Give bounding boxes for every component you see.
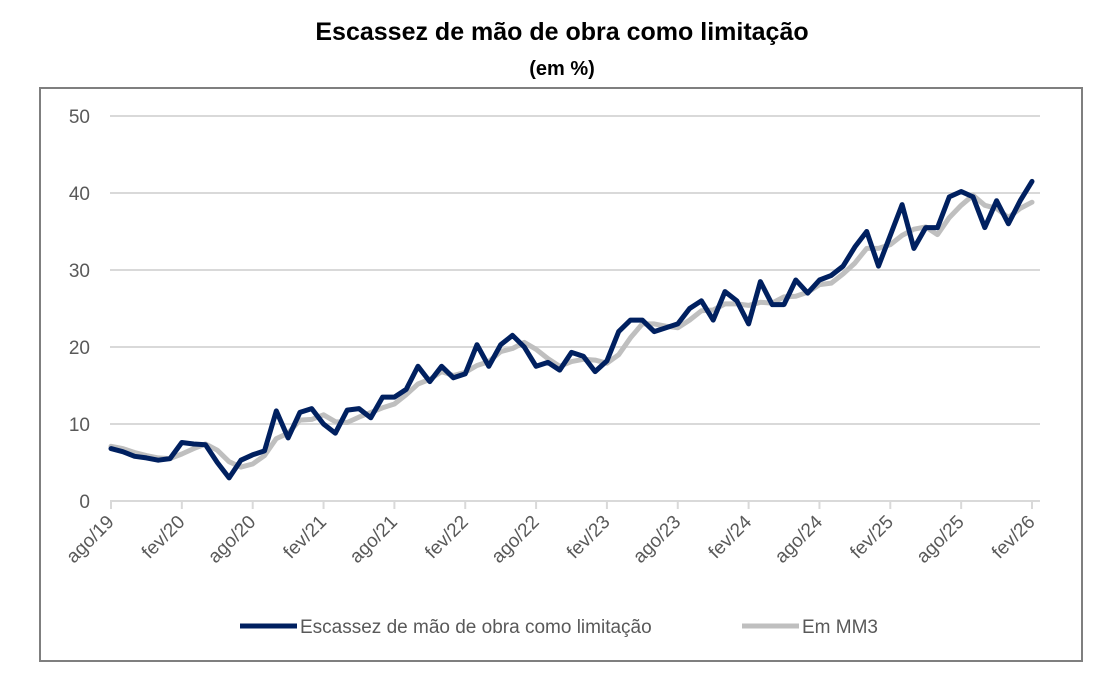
chart-subtitle: (em %) <box>529 58 595 80</box>
series-line-mm3 <box>108 192 1035 470</box>
x-tick-label: ago/24 <box>771 511 827 567</box>
y-tick-label: 40 <box>69 184 90 205</box>
x-tick-label: fev/20 <box>138 512 189 563</box>
x-tick-label: fev/24 <box>705 511 757 563</box>
y-tick-label: 50 <box>69 107 90 128</box>
x-tick-label: ago/20 <box>204 512 260 568</box>
y-tick-label: 20 <box>69 338 90 359</box>
chart-frame <box>39 87 1083 662</box>
y-tick-label: 10 <box>69 415 90 436</box>
x-tick-label: fev/22 <box>421 512 472 563</box>
x-tick-label: ago/19 <box>63 512 119 568</box>
series-line-escassez <box>108 178 1035 481</box>
x-tick-label: fev/23 <box>563 512 614 563</box>
y-tick-label: 0 <box>79 492 90 513</box>
x-tick-label: ago/22 <box>488 512 544 568</box>
x-tick-label: fev/26 <box>988 512 1039 563</box>
legend-label: Em MM3 <box>802 617 878 638</box>
x-tick-label: fev/21 <box>280 512 331 563</box>
chart-title: Escassez de mão de obra como limitação <box>315 18 809 46</box>
y-tick-label: 30 <box>69 261 90 282</box>
x-tick-label: fev/25 <box>846 512 897 563</box>
legend-label: Escassez de mão de obra como limitação <box>300 617 652 638</box>
x-tick-label: ago/25 <box>913 512 969 568</box>
x-tick-label: ago/21 <box>346 512 402 568</box>
x-tick-label: ago/23 <box>629 512 685 568</box>
